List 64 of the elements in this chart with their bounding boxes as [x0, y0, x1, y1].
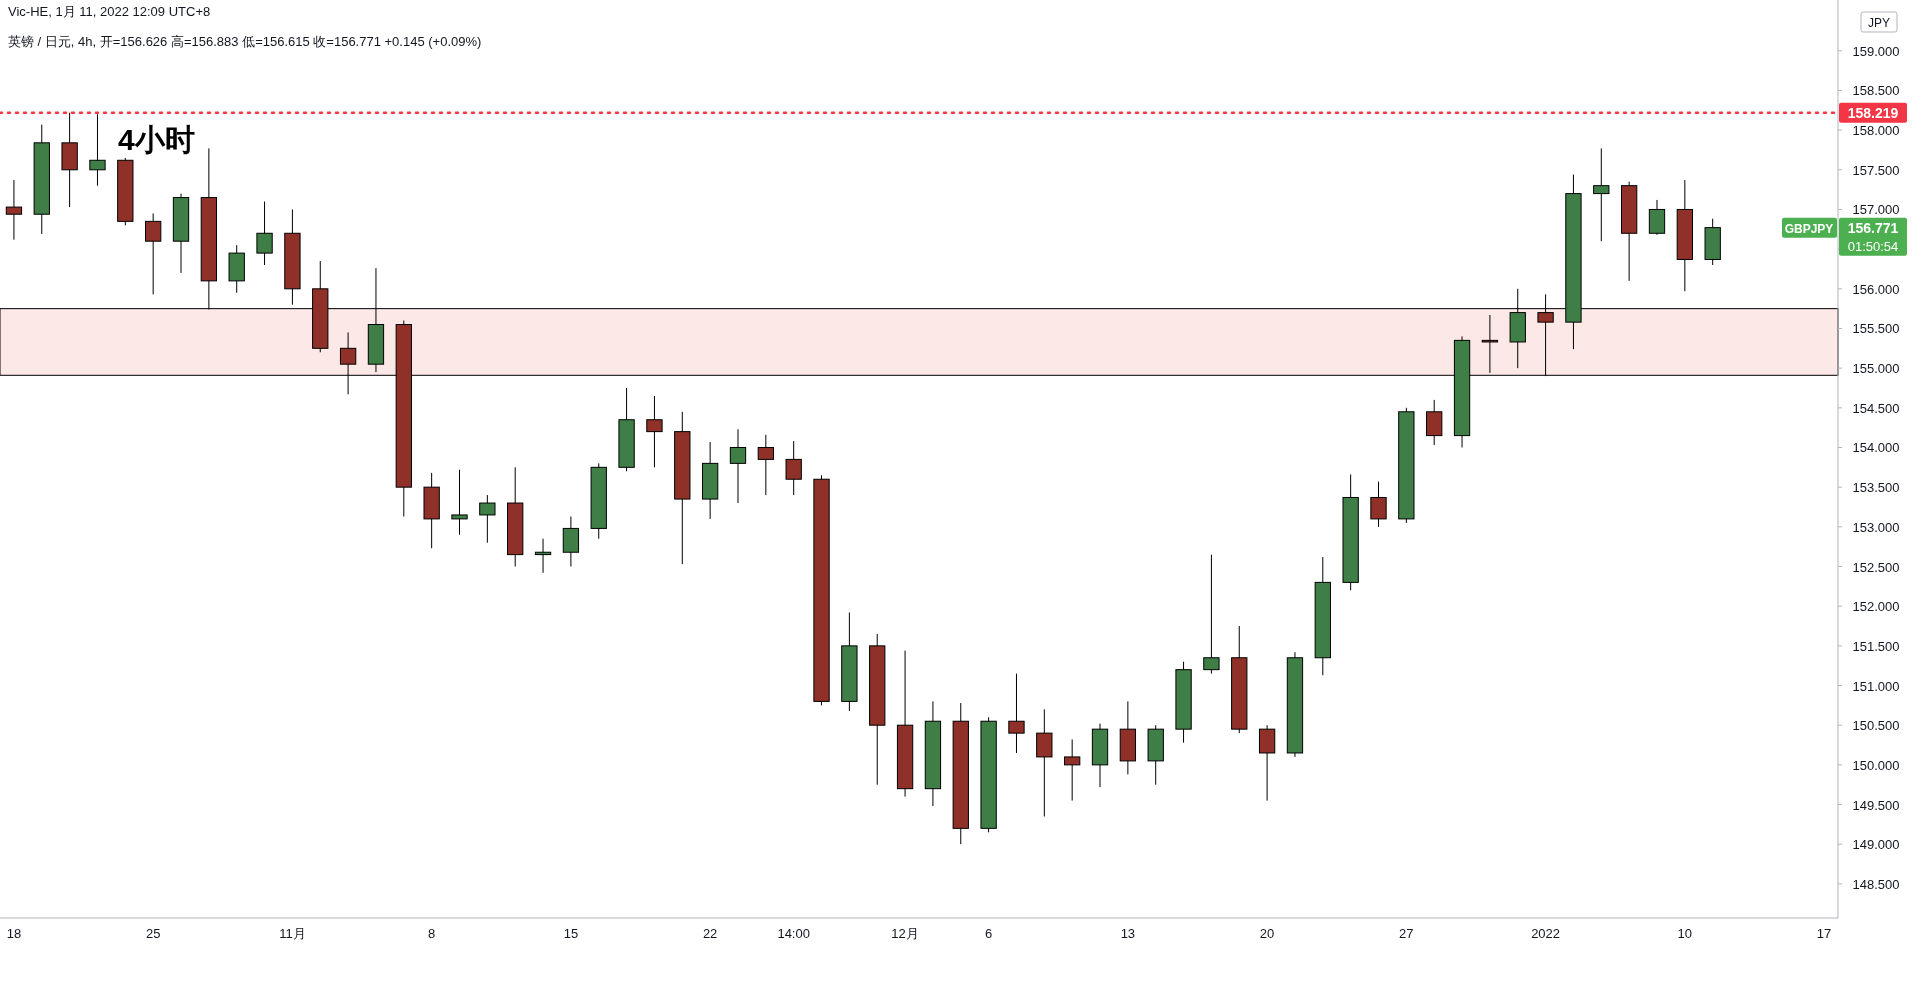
y-tick-label: 153.000	[1852, 519, 1900, 535]
annotation: Vic-HE, 1月 11, 2022 12:09 UTC+8	[8, 4, 211, 19]
candlestick	[479, 494, 496, 544]
y-tick-label: 152.000	[1852, 599, 1900, 615]
x-tick-label: 22	[702, 926, 718, 941]
y-tick-label: 159.000	[1852, 43, 1900, 59]
y-tick-label: 152.500	[1852, 559, 1900, 575]
x-tick-label: 20	[1259, 926, 1275, 941]
candlestick	[145, 212, 162, 295]
candlestick	[1426, 399, 1443, 446]
x-tick-label: 18	[6, 926, 22, 941]
text: 156.771	[1847, 219, 1899, 236]
candlestick	[1593, 147, 1610, 242]
y-tick-label: 151.500	[1852, 638, 1900, 654]
x-tick-label: 14:00	[777, 926, 810, 941]
y-tick-label: 156.000	[1852, 281, 1900, 297]
x-tick-label: 8	[428, 926, 436, 941]
y-tick-label: 148.500	[1852, 876, 1900, 892]
y-tick-label: 155.000	[1852, 361, 1900, 377]
y-tick-label: 157.000	[1852, 202, 1900, 218]
y-tick-label: 150.500	[1852, 718, 1900, 734]
y-tick-label: 149.000	[1852, 837, 1900, 853]
y-tick-label: 157.500	[1852, 162, 1900, 178]
x-tick-label: 13	[1120, 926, 1136, 941]
candlestick	[256, 201, 273, 266]
text: JPY	[1867, 16, 1891, 30]
y-tick-label: 158.000	[1852, 123, 1900, 139]
candlestick	[1648, 199, 1666, 236]
y-tick-label: 151.000	[1852, 678, 1900, 694]
x-tick-label: 2022	[1531, 926, 1561, 941]
candlestick	[89, 113, 106, 187]
candlestick	[1064, 738, 1081, 802]
y-tick-label: 153.500	[1852, 480, 1900, 496]
ref-line-label: 158.219	[1847, 104, 1899, 121]
candlestick	[1370, 481, 1387, 528]
candlestick	[562, 516, 580, 568]
candlestick	[1203, 554, 1220, 675]
x-tick-label: 17	[1816, 926, 1832, 941]
text: 4小时	[118, 123, 195, 156]
x-tick-label: 11月	[279, 926, 306, 941]
x-tick-label: 15	[563, 926, 579, 941]
y-tick-label: 154.000	[1852, 440, 1900, 456]
x-tick-label: 25	[145, 926, 161, 941]
x-tick-label: 12月	[891, 926, 919, 941]
candlestick	[729, 428, 747, 504]
x-tick-label: 27	[1399, 926, 1414, 941]
candlestick	[785, 440, 802, 496]
candlestick	[1036, 708, 1053, 817]
y-tick-label: 158.500	[1852, 83, 1900, 99]
candlestick	[1008, 673, 1025, 754]
y-tick-label: 150.000	[1852, 757, 1900, 773]
y-tick-label: 155.500	[1852, 321, 1900, 337]
y-tick-label: 154.500	[1852, 400, 1900, 416]
candlestick	[757, 434, 774, 496]
x-tick-label: 6	[985, 926, 993, 941]
x-tick-label: 10	[1677, 926, 1693, 941]
text: 英镑 / 日元, 4h, 开=156.626 高=156.883 低=156.615 收=156.771 +0.145 (+0.09%)	[8, 34, 482, 49]
annotation: GBPJPY	[1784, 221, 1834, 236]
candlestick	[451, 469, 468, 536]
y-tick-label: 149.500	[1852, 797, 1900, 813]
text: 01:50:54	[1847, 238, 1899, 254]
candlestick	[1258, 724, 1276, 802]
candlestick	[646, 395, 663, 468]
candlestick	[5, 179, 23, 241]
